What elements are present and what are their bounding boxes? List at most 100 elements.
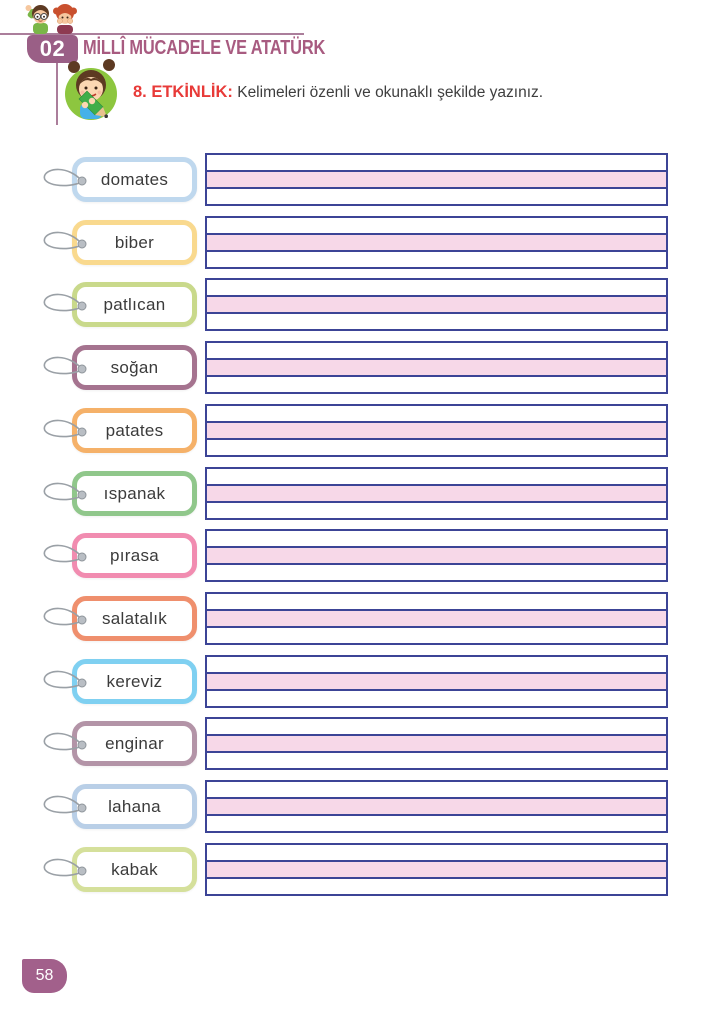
writing-lines [205, 717, 668, 770]
tag-string-icon [43, 482, 87, 501]
word-tag: salatalık [72, 596, 197, 641]
word-label: soğan [110, 357, 159, 377]
word-label: ıspanak [103, 483, 166, 503]
writing-lines [205, 655, 668, 708]
writing-line-bottom [207, 440, 666, 455]
writing-lines [205, 278, 668, 331]
word-row: enginar [0, 717, 722, 770]
tag-string-icon [43, 670, 87, 689]
writing-lines [205, 216, 668, 269]
word-label: salatalık [101, 608, 168, 628]
word-row: kabak [0, 843, 722, 896]
writing-line-bottom [207, 377, 666, 392]
word-label: pırasa [109, 545, 160, 565]
word-tag: domates [72, 157, 197, 202]
word-tag: biber [72, 220, 197, 265]
tag-string-icon [43, 607, 87, 626]
word-label: kabak [111, 859, 158, 879]
tag-string-icon [43, 168, 87, 187]
writing-line-bottom [207, 314, 666, 329]
writing-line-top [207, 845, 666, 860]
word-row: salatalık [0, 592, 722, 645]
writing-lines [205, 780, 668, 833]
unit-title: MİLLÎ MÜCADELE VE ATATÜRK [83, 37, 326, 59]
word-row: domates [0, 153, 722, 206]
word-row: soğan [0, 341, 722, 394]
word-row: ıspanak [0, 467, 722, 520]
activity-label: 8. ETKİNLİK: [133, 83, 233, 101]
writing-line-top [207, 280, 666, 295]
header-vertical-divider [56, 33, 58, 125]
writing-lines [205, 404, 668, 457]
writing-line-top [207, 594, 666, 609]
word-label: patates [105, 420, 164, 440]
writing-line-bottom [207, 753, 666, 768]
word-tag: patates [72, 408, 197, 453]
writing-line-middle [207, 421, 666, 440]
writing-line-bottom [207, 252, 666, 267]
writing-line-top [207, 782, 666, 797]
kids-peeking-illustration [25, 4, 77, 34]
word-label: enginar [105, 733, 164, 753]
writing-line-middle [207, 609, 666, 628]
tag-string-icon [43, 544, 87, 563]
word-tag: kereviz [72, 659, 197, 704]
writing-line-middle [207, 484, 666, 503]
activity-instruction: 8. ETKİNLİK: Kelimeleri özenli ve okunak… [133, 83, 543, 102]
writing-line-bottom [207, 565, 666, 580]
writing-lines [205, 153, 668, 206]
tag-string-icon [43, 231, 87, 250]
writing-lines [205, 341, 668, 394]
word-row: patlıcan [0, 278, 722, 331]
page-number: 58 [35, 967, 54, 984]
word-row: patates [0, 404, 722, 457]
writing-line-top [207, 657, 666, 672]
writing-lines [205, 592, 668, 645]
writing-line-top [207, 155, 666, 170]
writing-line-middle [207, 546, 666, 565]
word-row: biber [0, 216, 722, 269]
word-row: pırasa [0, 529, 722, 582]
writing-line-middle [207, 734, 666, 753]
tag-string-icon [43, 356, 87, 375]
tag-string-icon [43, 732, 87, 751]
writing-line-middle [207, 672, 666, 691]
word-label: lahana [108, 796, 161, 816]
writing-line-middle [207, 860, 666, 879]
word-tag: patlıcan [72, 282, 197, 327]
writing-line-top [207, 469, 666, 484]
writing-lines [205, 529, 668, 582]
writing-line-middle [207, 797, 666, 816]
word-tag: pırasa [72, 533, 197, 578]
writing-line-top [207, 343, 666, 358]
writing-line-bottom [207, 691, 666, 706]
girl-with-pencil-icon [65, 59, 117, 120]
word-label: patlıcan [103, 294, 166, 314]
writing-line-middle [207, 233, 666, 252]
writing-line-top [207, 719, 666, 734]
writing-line-top [207, 531, 666, 546]
word-tag: kabak [72, 847, 197, 892]
word-tag: enginar [72, 721, 197, 766]
word-label: biber [114, 232, 155, 252]
writing-line-bottom [207, 189, 666, 204]
writing-lines [205, 467, 668, 520]
word-rows: domates biber patlıcan soğan patates ısp… [0, 153, 722, 913]
word-tag: ıspanak [72, 471, 197, 516]
activity-text: Kelimeleri özenli ve okunaklı şekilde ya… [232, 84, 544, 101]
tag-string-icon [43, 293, 87, 312]
word-row: lahana [0, 780, 722, 833]
word-row: kereviz [0, 655, 722, 708]
tag-string-icon [43, 858, 87, 877]
writing-line-bottom [207, 503, 666, 518]
writing-line-bottom [207, 879, 666, 894]
word-tag: lahana [72, 784, 197, 829]
writing-line-middle [207, 295, 666, 314]
tag-string-icon [43, 419, 87, 438]
writing-line-bottom [207, 816, 666, 831]
page-number-badge: 58 [22, 959, 67, 993]
writing-line-middle [207, 358, 666, 377]
word-label: kereviz [106, 671, 163, 691]
word-label: domates [100, 169, 169, 189]
writing-line-middle [207, 170, 666, 189]
